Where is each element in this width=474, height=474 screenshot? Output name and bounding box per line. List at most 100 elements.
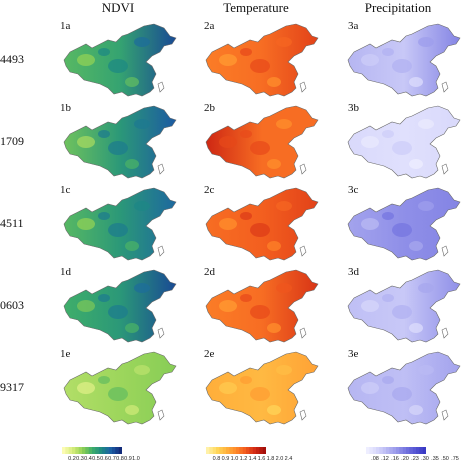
temperature-tick: 1.0: [230, 456, 239, 462]
ndvi-tick: 0.4: [84, 456, 92, 462]
map-2e: [205, 351, 319, 425]
region-patch: [98, 376, 110, 384]
region-patch: [418, 119, 434, 129]
island-outline: [157, 409, 165, 421]
island-outline: [299, 163, 307, 175]
row-label-d: 0603: [0, 298, 24, 312]
ndvi-tick: 0.8: [116, 456, 124, 462]
region-patch: [219, 382, 237, 394]
temperature-tick: 2.4: [284, 456, 293, 462]
map-2d: [205, 269, 319, 343]
panel-label-3c: 3c: [348, 184, 359, 196]
region-patch: [418, 365, 434, 375]
ndvi-tick: 0.2: [68, 456, 76, 462]
region-patch: [418, 283, 434, 293]
precipitation-tick: .50: [441, 456, 449, 462]
temperature-tick: 1.2: [239, 456, 248, 462]
colorbar-swatch: [222, 447, 227, 454]
colorbar-swatch: [68, 447, 73, 454]
colorbar-swatch: [382, 447, 387, 454]
row-label-b: 1709: [0, 134, 24, 148]
map-2c: [205, 187, 319, 261]
region-patch: [382, 294, 394, 302]
region-patch: [108, 387, 128, 401]
region-patch: [267, 77, 281, 87]
region-patch: [125, 77, 139, 87]
island-outline: [157, 163, 165, 175]
region-patch: [267, 241, 281, 251]
colorbar-swatch: [216, 447, 220, 454]
region-patch: [361, 136, 379, 148]
panel-label-1e: 1e: [60, 348, 71, 360]
precipitation-tick: .35: [431, 456, 439, 462]
colorbar-swatch: [402, 447, 407, 454]
region-patch: [219, 136, 237, 148]
colorbar-swatch: [78, 447, 83, 454]
map-1e: [63, 351, 177, 425]
region-patch: [392, 141, 412, 155]
row-label-a: 4493: [0, 52, 24, 66]
temperature-colorbar-ticks: 0.80.91.01.21.41.61.82.02.4: [212, 456, 293, 466]
precipitation-colorbar-ticks: .08.12.16.20.23.30.35.50.75: [370, 456, 460, 466]
panel-label-2e: 2e: [204, 348, 215, 360]
colorbar-swatch: [406, 447, 410, 454]
map-2a: [205, 23, 319, 97]
column-title-precipitation: Precipitation: [364, 0, 432, 15]
ndvi-tick: 0.9: [124, 456, 132, 462]
region-patch: [250, 305, 270, 319]
region-patch: [382, 376, 394, 384]
region-patch: [418, 37, 434, 47]
colorbar-swatch: [389, 447, 393, 454]
precipitation-tick: .23: [411, 456, 419, 462]
region-patch: [125, 241, 139, 251]
colorbar-swatch: [372, 447, 377, 454]
panel-label-2d: 2d: [204, 266, 215, 278]
colorbar-swatch: [252, 447, 257, 454]
colorbar-swatch: [115, 447, 119, 454]
region-patch: [98, 294, 110, 302]
region-patch: [392, 305, 412, 319]
panel-label-1c: 1c: [60, 184, 71, 196]
colorbar-swatch: [92, 447, 96, 454]
colorbar-swatch: [256, 447, 260, 454]
colorbar-swatch: [366, 447, 370, 454]
region-patch: [409, 159, 423, 169]
temperature-tick: 1.4: [248, 456, 257, 462]
map-1d: [63, 269, 177, 343]
region-patch: [240, 294, 252, 302]
colorbar-swatch: [118, 447, 122, 454]
panel-label-1a: 1a: [60, 20, 71, 32]
temperature-tick: 0.8: [212, 456, 221, 462]
panel-label-2b: 2b: [204, 102, 215, 114]
column-title-ndvi: NDVI: [101, 0, 135, 15]
region-patch: [382, 212, 394, 220]
island-outline: [157, 81, 165, 93]
colorbar-swatch: [416, 447, 420, 454]
region-patch: [77, 300, 95, 312]
precipitation-tick: .30: [421, 456, 429, 462]
region-patch: [240, 212, 252, 220]
region-patch: [361, 218, 379, 230]
region-patch: [276, 283, 292, 293]
colorbar-swatch: [386, 447, 390, 454]
colorbar-swatch: [105, 447, 109, 454]
colorbar-swatch: [108, 447, 113, 454]
region-patch: [125, 323, 139, 333]
colorbar-swatch: [112, 447, 116, 454]
region-patch: [98, 130, 110, 138]
island-outline: [299, 327, 307, 339]
precipitation-tick: .16: [391, 456, 399, 462]
region-patch: [108, 59, 128, 73]
temperature-tick: 1.6: [257, 456, 266, 462]
map-3c: [347, 187, 461, 261]
colorbar-swatch: [82, 447, 86, 454]
ndvi-colorbar-ticks: 0.20.30.40.50.60.70.80.91.0: [68, 456, 140, 466]
colorbar-swatch: [376, 447, 380, 454]
region-patch: [409, 323, 423, 333]
island-outline: [299, 245, 307, 257]
region-patch: [267, 159, 281, 169]
region-patch: [250, 387, 270, 401]
region-patch: [409, 405, 423, 415]
colorbar-swatch: [85, 447, 89, 454]
column-title-temperature: Temperature: [223, 0, 289, 15]
